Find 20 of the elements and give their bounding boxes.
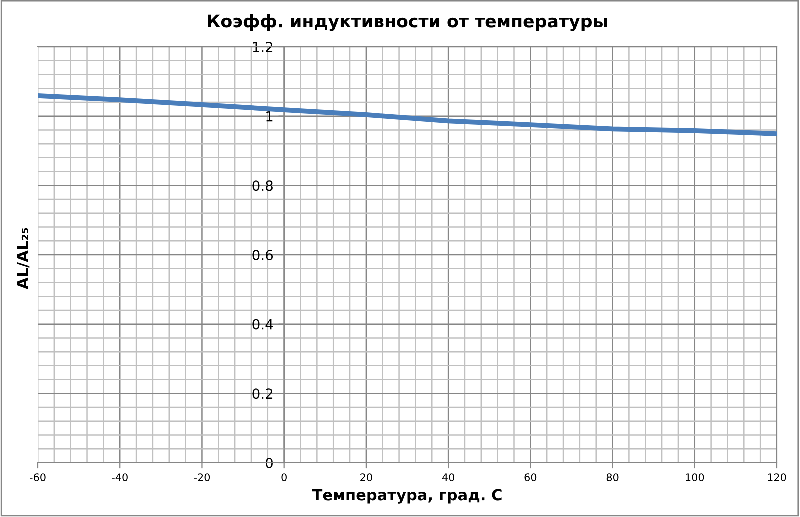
x-tick-label: 80 [606,474,619,482]
x-tick-label: 40 [442,474,454,482]
y-tick-label: 1 [266,111,273,122]
y-tick-label: 0.4 [252,319,274,330]
x-tick-label: 0 [282,474,287,482]
x-tick-label: 120 [768,474,786,482]
x-axis-title: Температура, град. С [312,489,502,504]
x-tick-label: 20 [360,474,372,482]
y-tick-label: 0.6 [252,250,274,260]
x-tick-label: 100 [686,474,704,482]
x-tick-label: -40 [112,474,128,482]
line-series [38,93,777,136]
x-tick-label: -60 [30,474,46,482]
y-tick-label: 0.8 [252,180,273,192]
x-tick-label: -20 [194,474,210,482]
y-tick-label: 1.2 [253,42,273,52]
y-tick-label: 0.2 [252,388,273,400]
y-axis-title: AL/AL₂₅ [17,228,30,290]
chart-title: Коэфф. индуктивности от температуры [208,14,608,32]
x-tick-label: 60 [524,474,537,482]
